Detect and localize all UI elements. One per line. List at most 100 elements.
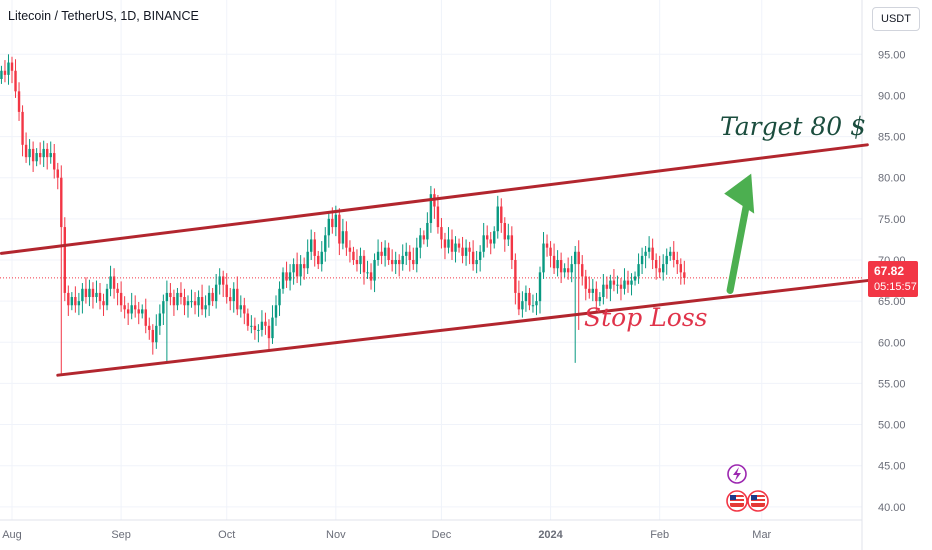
- candle-body: [591, 288, 594, 293]
- candle-body: [355, 260, 359, 265]
- target-arrow[interactable]: [724, 173, 755, 294]
- candle-body: [95, 292, 98, 298]
- candle-body: [521, 301, 524, 310]
- candle-body: [334, 214, 338, 228]
- candle-body: [222, 276, 225, 285]
- candle-body: [482, 235, 485, 252]
- candle-body: [302, 264, 306, 269]
- candle-body: [278, 288, 281, 306]
- candle-body: [214, 284, 218, 302]
- lightning-icon[interactable]: [727, 464, 747, 484]
- candle-body: [67, 292, 70, 306]
- candle-body: [130, 305, 133, 314]
- candle-body: [503, 222, 506, 240]
- candle-body: [559, 260, 563, 273]
- candle-body: [172, 297, 176, 306]
- event-markers[interactable]: [726, 464, 769, 512]
- candle-body: [405, 251, 408, 256]
- time-axis[interactable]: Aug Sep Oct Nov Dec 2024 Feb Mar: [2, 529, 771, 541]
- candle-body: [141, 309, 144, 314]
- candle-body: [60, 177, 63, 228]
- candle-body: [450, 239, 454, 252]
- candle-body: [676, 260, 679, 265]
- candle-body: [204, 305, 207, 310]
- candle-body: [422, 235, 426, 240]
- candle-body: [683, 272, 686, 278]
- candle-body: [56, 169, 59, 178]
- candle-body: [38, 153, 42, 158]
- time-tick-label: Nov: [326, 529, 346, 541]
- candle-body: [454, 243, 457, 252]
- candle-body: [91, 288, 95, 298]
- candle-body: [475, 260, 478, 265]
- candle-body: [359, 255, 362, 265]
- candle-body: [179, 292, 183, 298]
- candle-body: [183, 297, 186, 306]
- bar-countdown: 05:15:57: [874, 281, 917, 293]
- candle-body: [436, 206, 440, 228]
- candle-body: [98, 292, 102, 302]
- candle-body: [35, 153, 38, 162]
- time-tick-label: Mar: [752, 529, 771, 541]
- candle-body: [148, 325, 151, 330]
- candle-body: [461, 247, 464, 256]
- time-tick-label: Sep: [111, 529, 131, 541]
- candle-body: [609, 280, 612, 289]
- candle-body: [566, 268, 570, 273]
- time-tick-label: Feb: [650, 529, 669, 541]
- candle-body: [292, 264, 295, 273]
- candle-body: [383, 247, 387, 256]
- target-label[interactable]: Target 80 $: [720, 112, 867, 141]
- candle-body: [574, 251, 577, 265]
- candle-body: [229, 297, 232, 302]
- candle-body: [380, 251, 383, 256]
- candlestick-series[interactable]: [0, 54, 686, 376]
- candle-body: [545, 243, 549, 248]
- candle-body: [651, 247, 654, 260]
- candle-body: [633, 276, 637, 281]
- candle-body: [679, 264, 682, 273]
- candle-body: [429, 194, 433, 223]
- candle-body: [510, 235, 514, 260]
- us-flag-icon[interactable]: [747, 490, 769, 512]
- arrow-head: [724, 173, 755, 214]
- candle-body: [250, 325, 253, 327]
- candle-body: [88, 288, 91, 298]
- candle-body: [306, 251, 309, 269]
- candle-body: [493, 231, 496, 244]
- price-tick-label: 45.00: [878, 461, 906, 473]
- symbol-title[interactable]: Litecoin / TetherUS, 1D, BINANCE: [8, 9, 199, 23]
- candle-body: [165, 292, 169, 302]
- candle-body: [426, 222, 429, 240]
- candle-body: [169, 292, 172, 298]
- currency-button[interactable]: USDT: [872, 7, 920, 31]
- candle-body: [74, 297, 77, 306]
- candle-body: [415, 247, 418, 265]
- arrow-shaft: [726, 192, 752, 294]
- candle-body: [552, 255, 556, 269]
- candle-body: [137, 309, 140, 314]
- candle-body: [225, 284, 228, 298]
- time-tick-label: Dec: [432, 529, 452, 541]
- candle-body: [239, 305, 242, 310]
- candle-body: [440, 227, 443, 240]
- channel-lower-line[interactable]: [56, 279, 869, 377]
- candle-body: [267, 325, 271, 339]
- candle-body: [373, 260, 376, 281]
- channel-upper-line[interactable]: [0, 143, 869, 255]
- candle-body: [232, 288, 235, 302]
- us-flag-icon[interactable]: [726, 490, 748, 512]
- candle-body: [246, 313, 250, 326]
- candle-body: [299, 264, 302, 277]
- stop-loss-label[interactable]: Stop Loss: [584, 303, 708, 332]
- candle-body: [24, 144, 28, 158]
- candle-body: [14, 70, 17, 92]
- candle-body: [640, 255, 644, 265]
- candle-body: [257, 329, 260, 331]
- candle-body: [207, 292, 211, 306]
- candle-body: [126, 309, 130, 314]
- price-tick-label: 85.00: [878, 132, 906, 144]
- candle-body: [264, 321, 267, 326]
- candle-body: [531, 305, 535, 307]
